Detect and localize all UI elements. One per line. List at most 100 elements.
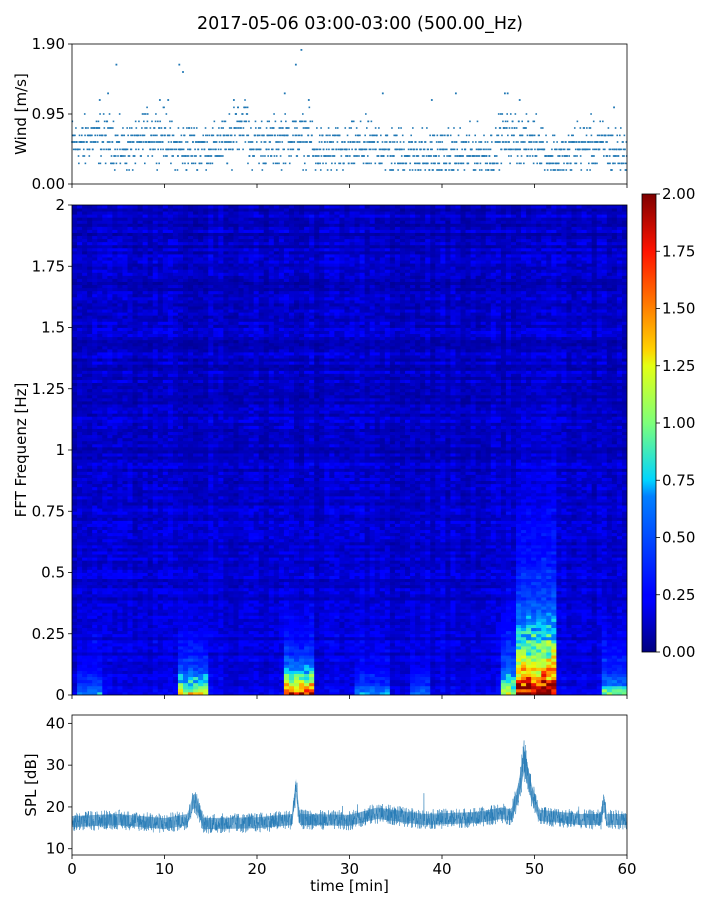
spectrogram-cell: [137, 609, 144, 613]
spectrogram-cell: [571, 606, 577, 610]
wind-point: [257, 148, 260, 151]
spectrogram-cell: [389, 679, 396, 684]
spectrogram-cell: [273, 655, 280, 659]
spectrogram-cell: [203, 655, 209, 659]
spectrogram-cell: [294, 642, 300, 647]
wind-point: [567, 148, 570, 151]
spectrogram-cell: [586, 627, 593, 632]
wind-point: [213, 141, 216, 143]
wind-point: [199, 162, 201, 165]
spectrogram-cell: [278, 688, 285, 693]
spectrogram-cell: [521, 633, 527, 638]
wind-point: [255, 141, 258, 143]
spectrogram-cell: [112, 603, 118, 607]
spectrogram-cell: [82, 649, 88, 653]
wind-point: [294, 127, 296, 129]
spectrogram-cell: [263, 606, 270, 610]
spectrogram-cell: [445, 664, 451, 668]
wind-point: [480, 169, 483, 171]
spectrogram-cell: [621, 682, 627, 687]
wind-point: [268, 120, 270, 123]
wind-point: [243, 106, 246, 109]
spectrogram-cell: [500, 624, 507, 629]
spectrogram-cell: [470, 621, 477, 625]
wind-point: [271, 148, 273, 151]
spectrogram-cell: [172, 667, 179, 671]
spectrogram-cell: [611, 630, 618, 635]
spectrogram-cell: [596, 609, 603, 613]
spectrogram-cell: [132, 655, 138, 659]
spectrogram-cell: [516, 676, 522, 681]
spectrogram-cell: [107, 615, 113, 619]
spectrogram-cell: [127, 667, 133, 671]
spectrogram-cell: [495, 609, 502, 613]
spectrogram-cell: [445, 624, 451, 629]
spectrogram-cell: [415, 606, 421, 610]
spectrogram-cell: [223, 664, 229, 668]
spectrogram-cell: [258, 636, 265, 641]
wind-point: [594, 162, 597, 165]
spectrogram-cell: [556, 685, 562, 690]
spectrogram-cell: [82, 667, 88, 671]
wind-point: [129, 141, 132, 143]
spectrogram-cell: [283, 664, 290, 668]
spectrogram-cell: [233, 679, 239, 684]
wind-point: [553, 169, 555, 171]
spectrogram-cell: [399, 612, 406, 616]
wind-panel: 0.000.951.90 Wind [m/s]: [12, 35, 628, 193]
spectrogram-cell: [374, 661, 381, 665]
spectrogram-cell: [531, 661, 537, 665]
wind-point: [275, 155, 278, 157]
spectrogram-cell: [152, 679, 159, 684]
spectrogram-cell: [248, 682, 255, 687]
spectrogram-cell: [420, 673, 426, 678]
spectrogram-cell: [470, 615, 477, 619]
spectrogram-cell: [314, 682, 320, 687]
spectrogram-cell: [561, 606, 567, 610]
spectrogram-cell: [309, 609, 315, 613]
spectrogram-cell: [541, 676, 547, 681]
spectrogram-cell: [364, 624, 371, 629]
spectrogram-cell: [405, 646, 411, 650]
wind-point: [373, 141, 376, 143]
spectrogram-cell: [203, 612, 209, 616]
wind-point: [123, 134, 126, 137]
spectrogram-cell: [77, 618, 83, 622]
wind-point: [359, 134, 361, 137]
spectrogram-cell: [97, 664, 103, 668]
spectrogram-cell: [586, 661, 593, 665]
wind-point: [456, 155, 459, 157]
wind-point: [115, 134, 117, 137]
wind-point: [467, 162, 470, 165]
spectrogram-cell: [299, 606, 305, 610]
wind-point: [186, 141, 189, 143]
spectrogram-cell: [405, 612, 411, 616]
spectrogram-cell: [304, 661, 310, 665]
wind-point: [609, 148, 612, 151]
spectrogram-cell: [268, 649, 275, 653]
spectrogram-cell: [77, 655, 83, 659]
wind-point: [88, 155, 91, 157]
spectrogram-cell: [223, 670, 229, 674]
wind-point: [153, 127, 156, 129]
spectrogram-cell: [490, 624, 497, 629]
spectrogram-cell: [450, 664, 456, 668]
spectrogram-cell: [571, 649, 577, 653]
spectrogram-cell: [172, 652, 179, 656]
spectrogram-cell: [233, 649, 239, 653]
spectrogram-cell: [77, 646, 83, 650]
spectrogram-cell: [97, 691, 103, 695]
spectrogram-cell: [359, 676, 366, 681]
wind-point: [502, 120, 504, 123]
spectrogram-cell: [415, 630, 421, 635]
wind-point: [99, 162, 102, 165]
spectrogram-cell: [435, 627, 441, 632]
wind-point: [221, 120, 223, 123]
spectrogram-cell: [510, 615, 517, 619]
wind-point: [246, 113, 249, 115]
wind-point: [258, 134, 261, 137]
spectrogram-cell: [122, 615, 128, 619]
spectrogram-cell: [410, 627, 416, 632]
spectrogram-cell: [238, 646, 244, 650]
spectrogram-cell: [621, 658, 627, 662]
